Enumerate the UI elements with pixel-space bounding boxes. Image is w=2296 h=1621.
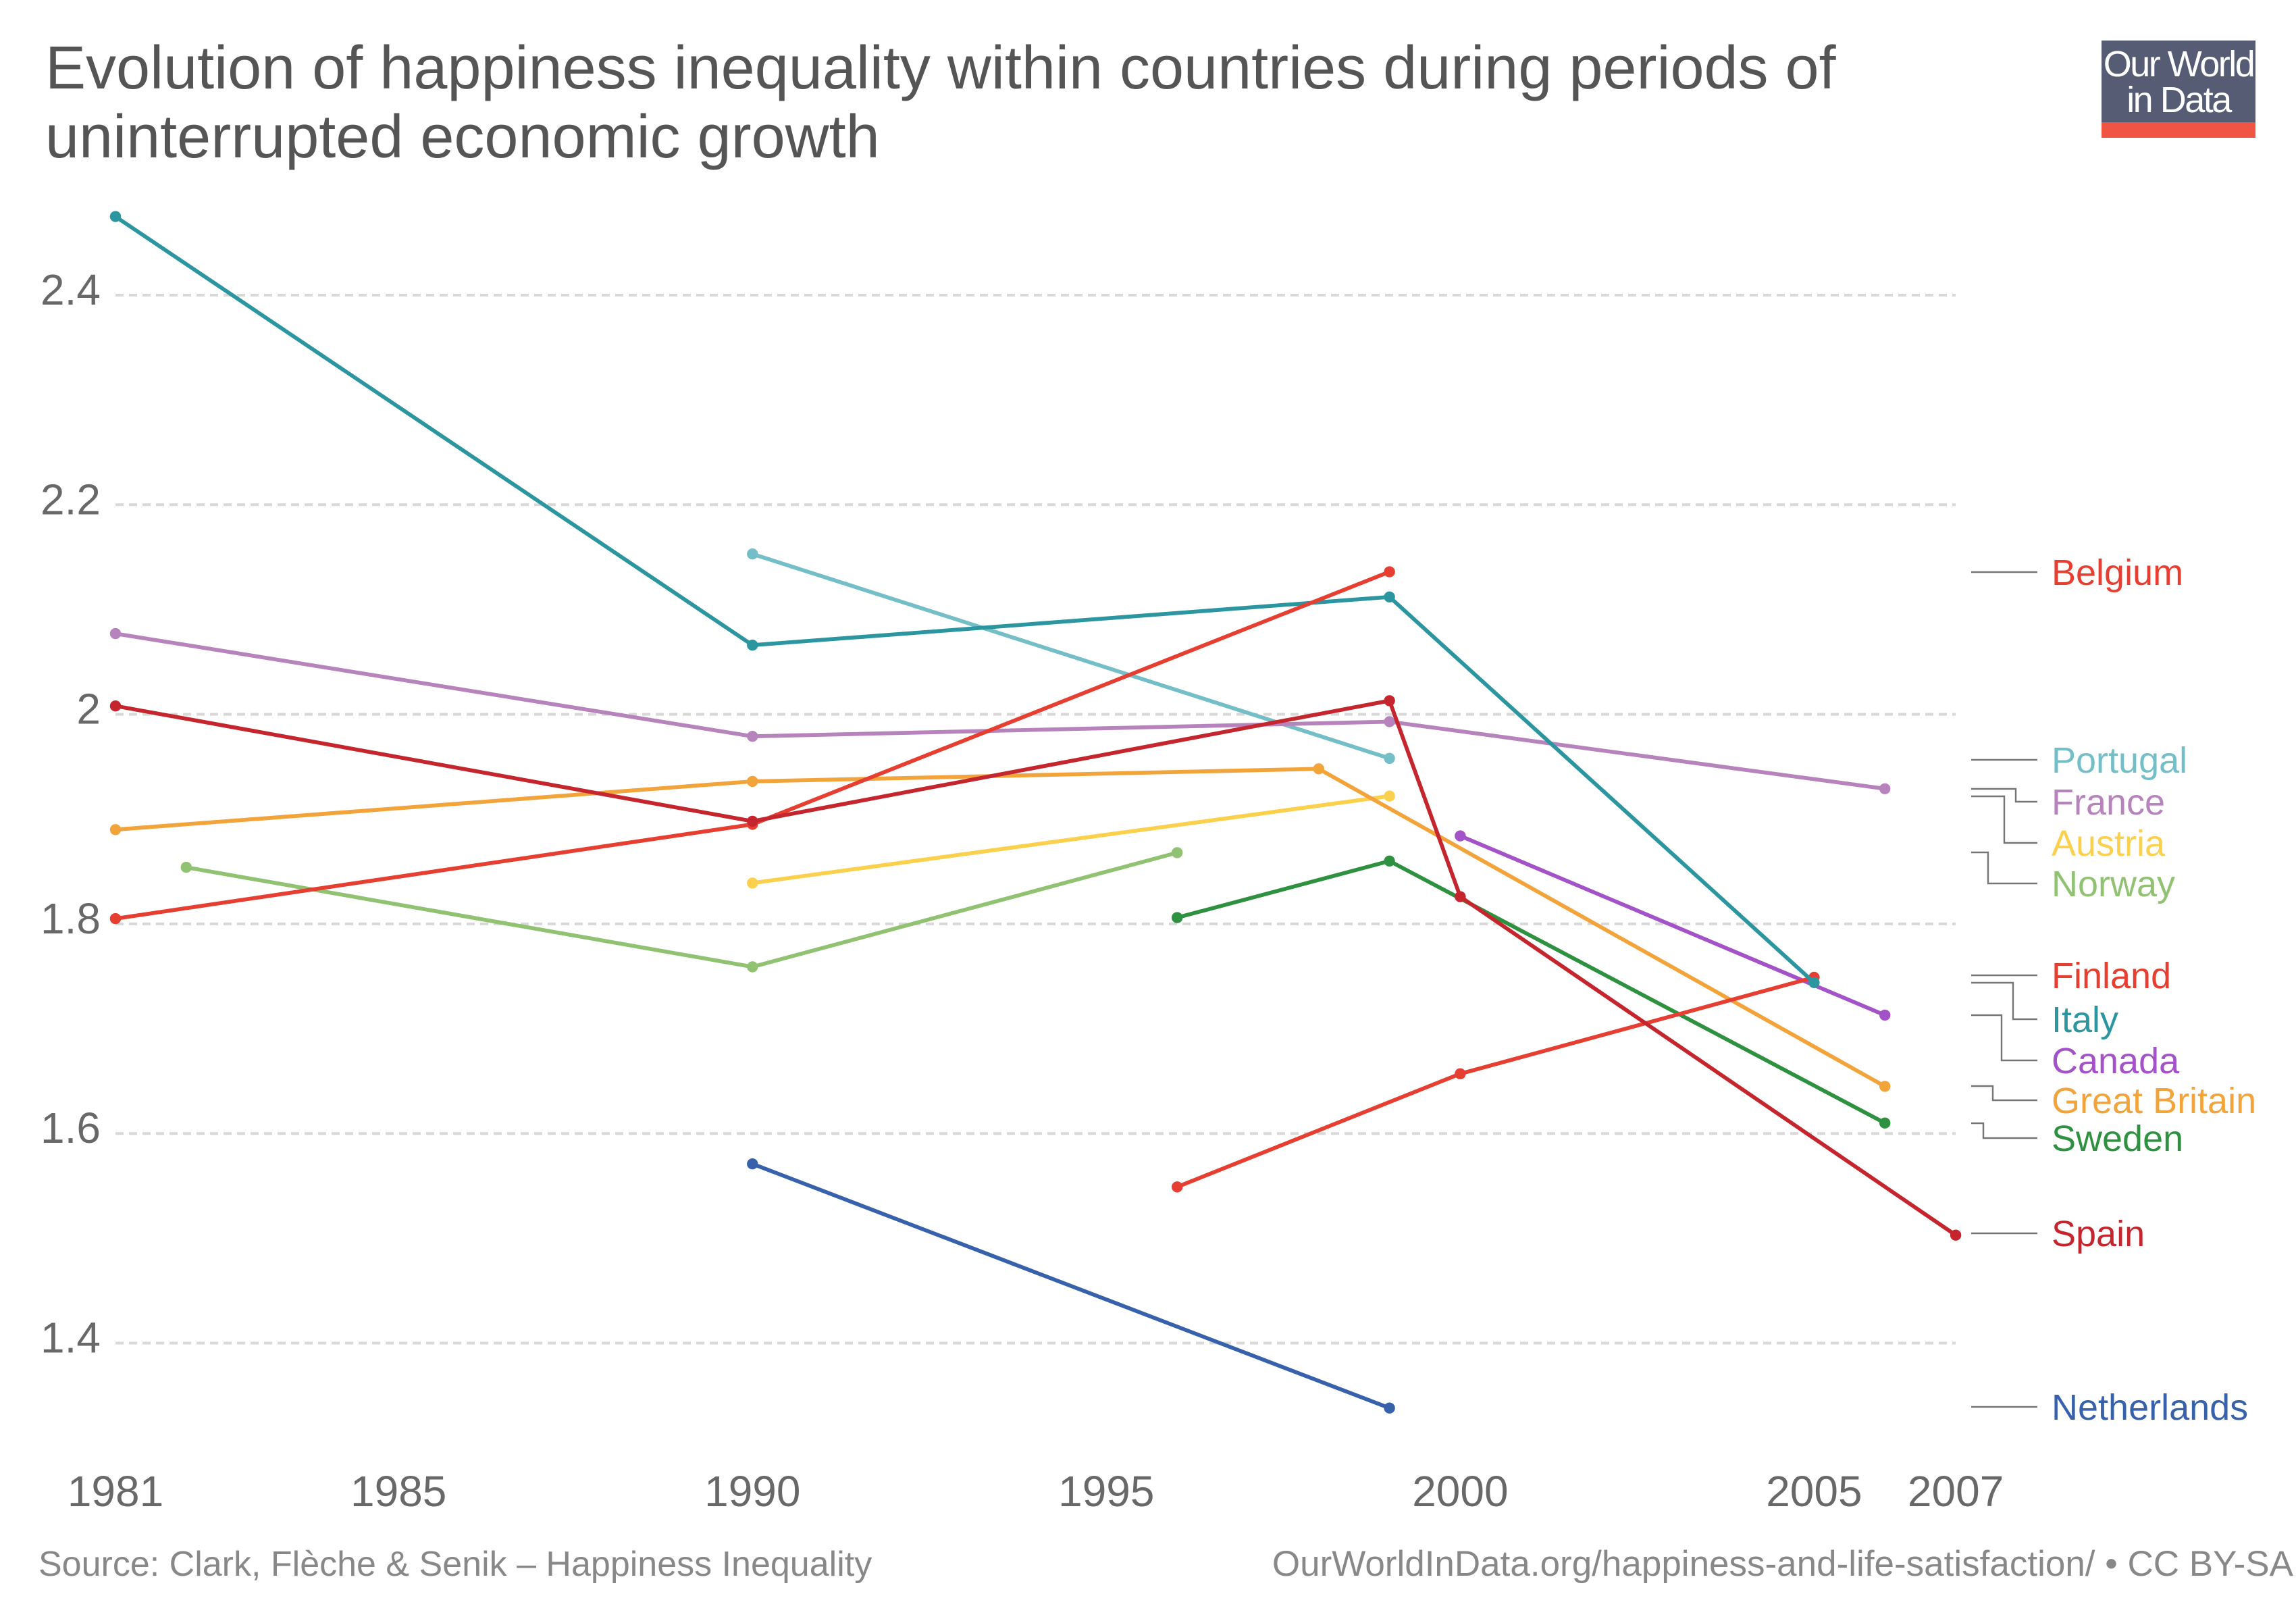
- svg-text:Portugal: Portugal: [2052, 740, 2187, 781]
- svg-text:2: 2: [76, 685, 101, 734]
- svg-text:2.2: 2.2: [41, 475, 101, 523]
- svg-text:Italy: Italy: [2052, 1000, 2118, 1040]
- svg-text:France: France: [2052, 782, 2165, 823]
- svg-text:2.4: 2.4: [41, 265, 101, 314]
- svg-text:1.6: 1.6: [41, 1104, 101, 1152]
- svg-text:Belgium: Belgium: [2052, 552, 2183, 593]
- svg-text:Norway: Norway: [2052, 864, 2175, 904]
- svg-text:Our World: Our World: [2104, 44, 2254, 84]
- svg-text:Great Britain: Great Britain: [2052, 1081, 2256, 1121]
- svg-text:2005: 2005: [1766, 1467, 1862, 1516]
- svg-text:1.8: 1.8: [41, 894, 101, 943]
- svg-text:Evolution of happiness inequal: Evolution of happiness inequality within…: [45, 34, 1837, 102]
- svg-text:1981: 1981: [68, 1467, 163, 1516]
- svg-text:1.4: 1.4: [41, 1314, 101, 1362]
- svg-text:Netherlands: Netherlands: [2052, 1387, 2248, 1428]
- svg-text:Finland: Finland: [2052, 956, 2171, 996]
- svg-text:1995: 1995: [1058, 1467, 1154, 1516]
- svg-text:Canada: Canada: [2052, 1041, 2180, 1081]
- svg-text:1985: 1985: [350, 1467, 446, 1516]
- svg-text:1990: 1990: [704, 1467, 800, 1516]
- svg-text:uninterrupted economic growth: uninterrupted economic growth: [45, 103, 880, 171]
- svg-text:in Data: in Data: [2127, 80, 2233, 120]
- svg-text:Austria: Austria: [2052, 823, 2166, 864]
- svg-text:Spain: Spain: [2052, 1214, 2145, 1254]
- svg-text:OurWorldInData.org/happiness-a: OurWorldInData.org/happiness-and-life-sa…: [1272, 1544, 2294, 1584]
- svg-text:Sweden: Sweden: [2052, 1118, 2183, 1159]
- svg-text:Source: Clark, Flèche & Senik: Source: Clark, Flèche & Senik – Happines…: [38, 1545, 872, 1584]
- svg-text:2007: 2007: [1908, 1467, 2004, 1516]
- svg-text:2000: 2000: [1412, 1467, 1508, 1516]
